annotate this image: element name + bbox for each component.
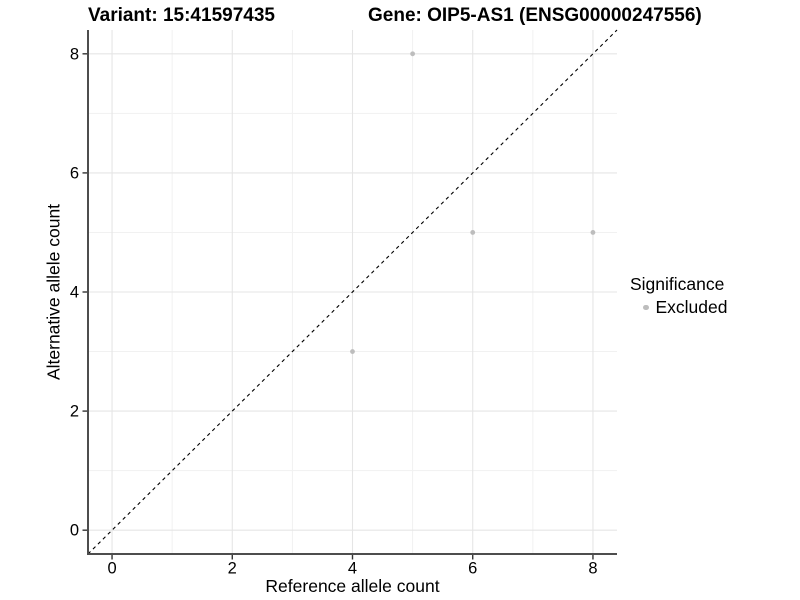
x-tick-label: 0 [107, 560, 116, 578]
identity-reference-line [87, 29, 618, 555]
legend-item-excluded: Excluded [630, 297, 728, 317]
data-point [590, 230, 596, 235]
x-tick-label: 2 [228, 560, 237, 578]
data-point [350, 349, 355, 354]
y-tick-label: 0 [70, 522, 79, 540]
legend: Significance Excluded [630, 274, 728, 317]
x-tick-label: 4 [348, 560, 357, 578]
legend-item-label: Excluded [655, 297, 728, 317]
y-tick-label: 4 [70, 284, 79, 302]
y-tick-label: 6 [70, 164, 79, 182]
plot-title-variant: Variant: 15:41597435 [88, 5, 275, 26]
y-tick-label: 8 [70, 45, 79, 63]
legend-point-icon [643, 304, 649, 311]
y-axis-title: Alternative allele count [43, 203, 64, 381]
x-axis-title: Reference allele count [265, 576, 440, 596]
legend-title: Significance [630, 274, 725, 294]
x-tick-label: 8 [588, 560, 597, 578]
plot-title-gene: Gene: OIP5-AS1 (ENSG00000247556) [368, 5, 702, 26]
data-point [410, 51, 416, 57]
y-tick-label: 2 [70, 403, 79, 421]
x-tick-label: 6 [468, 560, 477, 578]
data-point [470, 230, 476, 235]
